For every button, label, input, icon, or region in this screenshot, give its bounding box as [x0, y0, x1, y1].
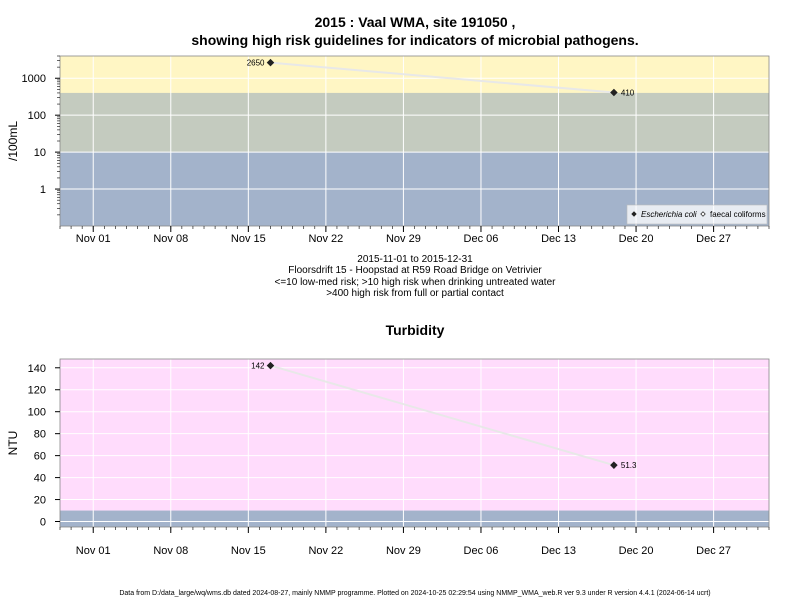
- turbidity-data-point-0-1: [610, 461, 618, 469]
- turbidity-y-tick-label-0: 0: [40, 517, 46, 529]
- turbidity-y-axis-label: NTU: [6, 431, 20, 456]
- microbial-x-tick-label-6: Dec 13: [541, 233, 576, 245]
- microbial-risk-band-1: [60, 92, 769, 153]
- turbidity-y-tick-label-6: 120: [28, 385, 46, 397]
- microbial-series-line-0: [270, 61, 614, 94]
- turbidity-y-tick-label-2: 40: [34, 473, 46, 485]
- microbial-x-tick-label-7: Dec 20: [619, 233, 654, 245]
- legend-box: [626, 204, 768, 225]
- turbidity-y-tick-label-4: 80: [34, 429, 46, 441]
- footer-note: Data from D:/data_large/wq/wms.db dated …: [119, 590, 710, 597]
- turbidity-x-tick-label-3: Nov 22: [308, 545, 343, 557]
- microbial-data-label-0-1: 410: [621, 89, 635, 98]
- microbial-y-tick-label-1: 10: [34, 147, 46, 159]
- turbidity-data-label-0-1: 51.3: [621, 461, 637, 470]
- turbidity-x-tick-label-2: Nov 15: [231, 545, 266, 557]
- caption-guideline-2: >400 high risk from full or partial cont…: [326, 288, 504, 299]
- caption-guideline-1: <=10 low-med risk; >10 high risk when dr…: [275, 277, 557, 288]
- microbial-plot-panel: 1 10 100 1000/100mL Nov 01 Nov 08 Nov 15 Nov 22…: [6, 55, 770, 245]
- microbial-x-tick-label-3: Nov 22: [308, 233, 343, 245]
- legend-marker-0: [631, 211, 637, 217]
- turbidity-plot-panel: 0 20 40 60 80 100 120 140 NTU Nov 01 Nov 08 Nov 15 N…: [6, 358, 770, 557]
- turbidity-risk-band-0: [60, 510, 769, 527]
- turbidity-series-line-0: [270, 364, 615, 467]
- microbial-x-tick-label-0: Nov 01: [76, 233, 111, 245]
- turbidity-y-tick-label-1: 20: [34, 495, 46, 507]
- microbial-y-tick-label-0: 1: [40, 184, 46, 196]
- microbial-data-point-0-1: [610, 88, 618, 97]
- turbidity-y-tick-label-7: 140: [28, 363, 46, 375]
- legend-label-0: Escherichia coli: [641, 210, 697, 219]
- microbial-data-point-0-0: [266, 58, 275, 67]
- caption-site-name: Floorsdrift 15 - Hoopstad at R59 Road Br…: [288, 265, 542, 276]
- legend-label-1: faecal coliforms: [710, 210, 766, 219]
- microbial-y-tick-label-3: 1000: [22, 73, 46, 85]
- turbidity-x-tick-label-7: Dec 20: [619, 545, 654, 557]
- microbial-x-tick-label-1: Nov 08: [153, 233, 188, 245]
- legend-marker-1: [700, 211, 706, 217]
- turbidity-data-label-0-0: 142: [251, 362, 265, 371]
- microbial-chart-subtitle: showing high risk guidelines for indicat…: [191, 32, 638, 48]
- microbial-y-tick-label-2: 100: [28, 110, 46, 122]
- turbidity-y-tick-label-3: 60: [34, 451, 46, 463]
- turbidity-x-tick-label-4: Nov 29: [386, 545, 421, 557]
- microbial-y-axis-label: /100mL: [6, 121, 20, 161]
- turbidity-data-point-0-0: [266, 361, 275, 370]
- turbidity-x-tick-label-8: Dec 27: [696, 545, 731, 557]
- caption-date-range: 2015-11-01 to 2015-12-31: [357, 254, 473, 265]
- turbidity-x-tick-label-5: Dec 06: [464, 545, 499, 557]
- turbidity-chart-title: Turbidity: [386, 322, 445, 338]
- turbidity-x-tick-label-6: Dec 13: [541, 545, 576, 557]
- turbidity-x-tick-label-1: Nov 08: [153, 545, 188, 557]
- turbidity-risk-band-1: [60, 359, 769, 511]
- microbial-chart-title: 2015 : Vaal WMA, site 191050 ,: [315, 14, 516, 30]
- microbial-x-tick-label-8: Dec 27: [696, 233, 731, 245]
- microbial-x-tick-label-2: Nov 15: [231, 233, 266, 245]
- turbidity-x-tick-label-0: Nov 01: [76, 545, 111, 557]
- turbidity-y-tick-label-5: 100: [28, 407, 46, 419]
- microbial-x-tick-label-5: Dec 06: [464, 233, 499, 245]
- microbial-data-label-0-0: 2650: [247, 59, 265, 68]
- microbial-x-tick-label-4: Nov 29: [386, 233, 421, 245]
